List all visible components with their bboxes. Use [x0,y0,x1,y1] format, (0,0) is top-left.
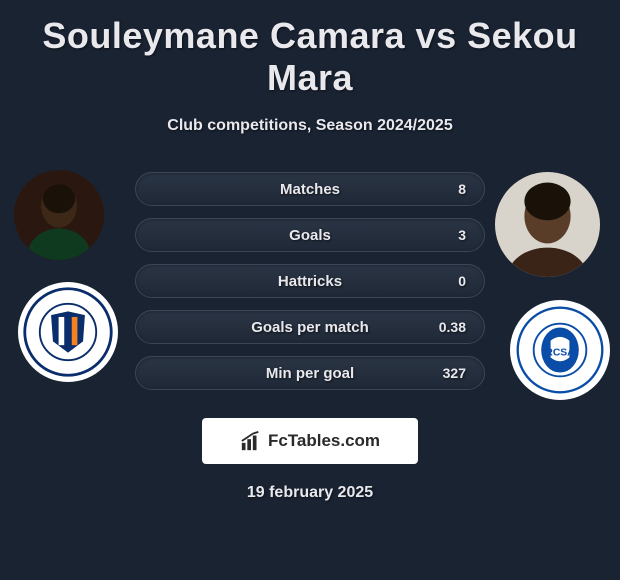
subtitle: Club competitions, Season 2024/2025 [0,117,620,135]
stat-value: 0 [458,273,466,289]
stat-row: Goals per match 0.38 [135,310,485,344]
stat-label: Matches [280,181,340,198]
stat-label: Goals per match [251,319,369,336]
page-title: Souleymane Camara vs Sekou Mara [0,15,620,99]
date-label: 19 february 2025 [0,484,620,502]
comparison-area: RCSA Matches 8 Goals 3 Hattricks 0 Goals… [0,170,620,400]
stat-row: Matches 8 [135,172,485,206]
chart-icon [240,430,262,452]
stat-row: Goals 3 [135,218,485,252]
brand-badge: FcTables.com [202,418,418,464]
stat-value: 3 [458,227,466,243]
brand-text: FcTables.com [268,431,380,451]
stat-row: Hattricks 0 [135,264,485,298]
club-right-badge: RCSA [510,300,610,400]
svg-text:RCSA: RCSA [545,348,575,359]
club-left-badge [18,282,118,382]
stat-value: 0.38 [439,319,466,335]
stat-label: Hattricks [278,273,342,290]
player-left-avatar [14,170,104,260]
stat-value: 8 [458,181,466,197]
stat-label: Min per goal [266,365,354,382]
stats-list: Matches 8 Goals 3 Hattricks 0 Goals per … [135,172,485,402]
player-right-avatar [495,172,600,277]
stat-row: Min per goal 327 [135,356,485,390]
stat-label: Goals [289,227,331,244]
stat-value: 327 [443,365,466,381]
